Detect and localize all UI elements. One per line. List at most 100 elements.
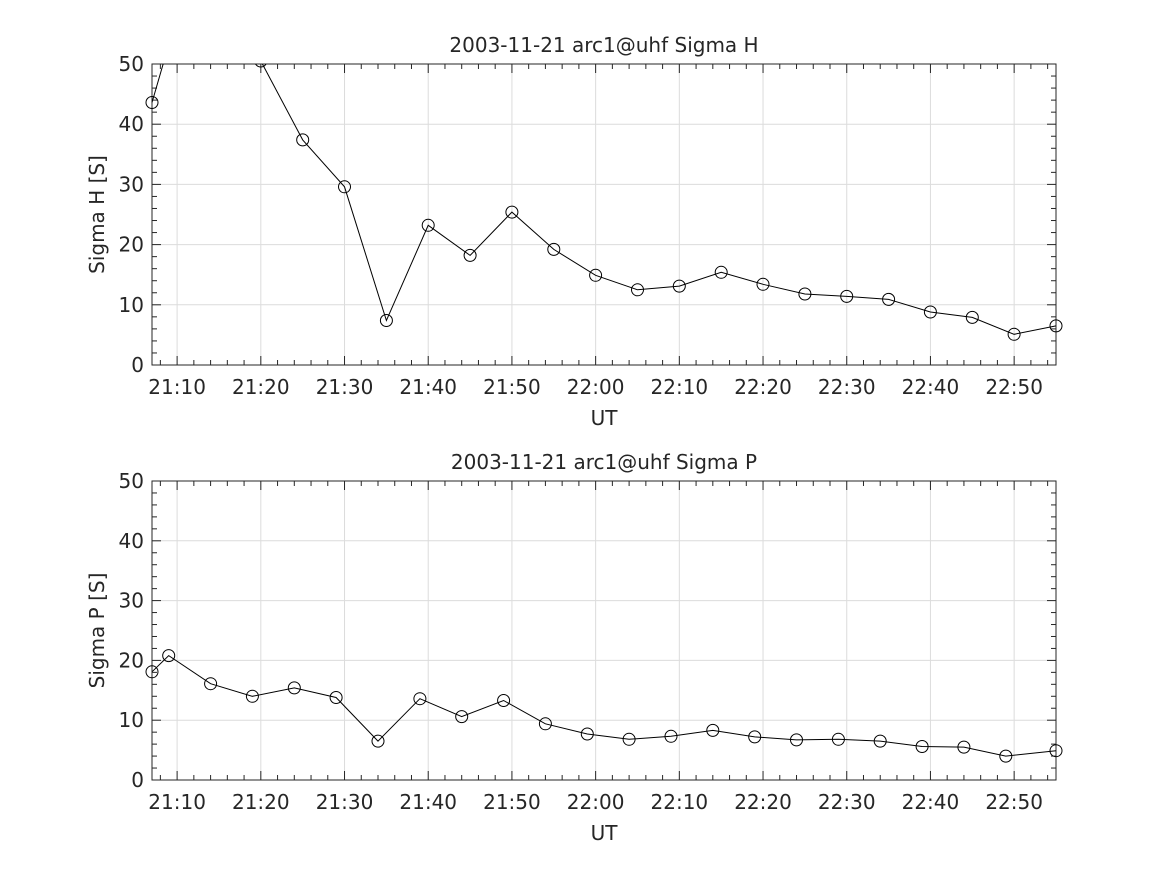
sigma-p-data-point bbox=[999, 749, 1013, 763]
sigma-h-x-tick-label: 22:10 bbox=[651, 375, 709, 399]
sigma-h-data-point bbox=[255, 64, 267, 68]
sigma-h-x-tick-label: 22:30 bbox=[818, 375, 876, 399]
sigma-p-x-tick-label: 22:30 bbox=[818, 790, 876, 814]
sigma-p-data-point bbox=[145, 665, 159, 679]
sigma-h-data-point bbox=[923, 305, 937, 319]
sigma-h-data-point bbox=[379, 314, 393, 327]
sigma-p-data-point bbox=[455, 710, 469, 724]
sigma-p-x-tick-label: 22:50 bbox=[985, 790, 1043, 814]
sigma-p-y-tick-label: 20 bbox=[119, 648, 144, 672]
sigma-p-x-tick-label: 21:30 bbox=[316, 790, 374, 814]
sigma-p-data-point bbox=[915, 740, 929, 753]
sigma-h-y-tick-label: 10 bbox=[119, 293, 144, 317]
sigma-p-y-tick-label: 40 bbox=[119, 529, 144, 553]
sigma-h-y-tick-label: 30 bbox=[119, 172, 144, 196]
sigma-h-data-point bbox=[840, 289, 854, 303]
sigma-p-x-tick-label: 21:20 bbox=[232, 790, 290, 814]
sigma-h-x-axis-label: UT bbox=[591, 406, 619, 430]
sigma-h-data-point bbox=[145, 96, 159, 109]
sigma-h-data-point bbox=[547, 242, 561, 256]
sigma-p-data-point bbox=[162, 649, 176, 663]
sigma-p-x-tick-label: 21:40 bbox=[399, 790, 457, 814]
sigma-p-data-point bbox=[371, 734, 385, 748]
sigma-h-series-line bbox=[151, 64, 1057, 335]
sigma-h-y-tick-labels: 0 10 20 30 40 50 bbox=[119, 52, 144, 377]
sigma-p-tick-marks bbox=[152, 480, 1056, 781]
sigma-h-y-tick-label: 50 bbox=[119, 52, 144, 76]
sigma-p-data-point bbox=[873, 734, 887, 748]
sigma-p-data-point bbox=[664, 729, 678, 743]
sigma-h-y-tick-label: 0 bbox=[131, 353, 144, 377]
sigma-p-data-point bbox=[748, 730, 762, 744]
sigma-h-data-point bbox=[965, 310, 979, 324]
sigma-p-y-tick-label: 10 bbox=[119, 708, 144, 732]
sigma-p-x-tick-label: 22:00 bbox=[567, 790, 625, 814]
sigma-h-x-tick-label: 22:50 bbox=[985, 375, 1043, 399]
sigma-p-y-tick-labels: 0 10 20 30 40 50 bbox=[119, 469, 144, 792]
sigma-p-x-tick-label: 21:50 bbox=[483, 790, 541, 814]
sigma-h-data-point bbox=[505, 205, 519, 219]
sigma-p-data-point bbox=[413, 692, 427, 706]
sigma-p-y-tick-label: 0 bbox=[131, 768, 144, 792]
sigma-h-y-tick-label: 40 bbox=[119, 112, 144, 136]
sigma-p-x-tick-labels: 21:10 21:20 21:30 21:40 21:50 22:00 22:10 22:20… bbox=[148, 790, 1043, 814]
sigma-h-data-point bbox=[714, 265, 728, 279]
sigma-p-data-point bbox=[831, 732, 845, 746]
sigma-h-x-tick-label: 22:20 bbox=[734, 375, 792, 399]
sigma-h-x-tick-labels: 21:10 21:20 21:30 21:40 21:50 22:00 22:10 22:20… bbox=[148, 375, 1043, 399]
sigma-p-y-axis-label: Sigma P [S] bbox=[85, 573, 109, 689]
sigma-h-data-point bbox=[756, 277, 770, 291]
sigma-p-title: 2003-11-21 arc1@uhf Sigma P bbox=[451, 450, 757, 474]
sigma-h-x-tick-label: 22:40 bbox=[902, 375, 960, 399]
sigma-h-axes-box bbox=[151, 63, 1057, 366]
sigma-h-data-point bbox=[672, 279, 686, 293]
sigma-h-y-tick-label: 20 bbox=[119, 233, 144, 257]
sigma-h-data-point bbox=[1007, 327, 1021, 341]
sigma-p-data-point bbox=[204, 677, 218, 691]
sigma-p-data-point bbox=[497, 694, 511, 707]
sigma-p-x-tick-label: 22:40 bbox=[902, 790, 960, 814]
sigma-p-data-point bbox=[538, 717, 552, 731]
sigma-h-panel: 21:10 21:20 21:30 21:40 21:50 22:00 22:10 22:20… bbox=[85, 33, 1063, 430]
sigma-p-data-point bbox=[580, 727, 594, 741]
sigma-p-y-tick-label: 50 bbox=[119, 469, 144, 493]
sigma-h-x-tick-label: 21:20 bbox=[232, 375, 290, 399]
sigma-p-x-tick-label: 22:20 bbox=[734, 790, 792, 814]
sigma-h-y-axis-label: Sigma H [S] bbox=[85, 155, 109, 274]
sigma-h-data-point bbox=[338, 180, 351, 194]
sigma-h-series bbox=[145, 64, 1063, 341]
sigma-h-x-tick-label: 21:10 bbox=[148, 375, 206, 399]
sigma-h-x-tick-label: 21:40 bbox=[399, 375, 457, 399]
sigma-p-x-axis-label: UT bbox=[591, 821, 619, 845]
sigma-h-data-point bbox=[798, 287, 812, 301]
sigma-h-data-point bbox=[296, 133, 310, 147]
sigma-p-series bbox=[145, 649, 1063, 763]
sigma-p-data-point bbox=[287, 681, 301, 695]
sigma-p-data-point bbox=[957, 740, 971, 754]
sigma-p-data-point bbox=[329, 691, 343, 704]
sigma-p-axes-box bbox=[151, 480, 1057, 781]
sigma-h-data-point bbox=[463, 248, 477, 262]
sigma-h-x-tick-label: 21:50 bbox=[483, 375, 541, 399]
sigma-p-data-point bbox=[790, 733, 803, 747]
sigma-p-x-tick-label: 21:10 bbox=[148, 790, 206, 814]
sigma-h-data-point bbox=[882, 292, 896, 306]
sigma-h-tick-marks bbox=[152, 63, 1056, 366]
sigma-p-data-point bbox=[706, 723, 720, 737]
sigma-h-x-tick-label: 22:00 bbox=[567, 375, 625, 399]
sigma-p-y-tick-label: 30 bbox=[119, 589, 144, 613]
sigma-p-panel: 21:10 21:20 21:30 21:40 21:50 22:00 22:10 22:20… bbox=[85, 450, 1063, 845]
sigma-h-title: 2003-11-21 arc1@uhf Sigma H bbox=[449, 33, 758, 57]
sigma-p-x-tick-label: 22:10 bbox=[651, 790, 709, 814]
sigma-h-x-tick-label: 21:30 bbox=[316, 375, 374, 399]
sigma-h-data-point bbox=[421, 218, 435, 232]
sigma-h-data-point bbox=[631, 283, 644, 297]
sigma-p-data-point bbox=[622, 732, 636, 746]
sigma-p-series-line bbox=[151, 654, 1057, 757]
sigma-p-data-point bbox=[245, 689, 259, 703]
sigma-p-data-point bbox=[1049, 744, 1063, 758]
sigma-h-data-point bbox=[589, 268, 603, 282]
sigma-h-data-point bbox=[1049, 319, 1063, 333]
